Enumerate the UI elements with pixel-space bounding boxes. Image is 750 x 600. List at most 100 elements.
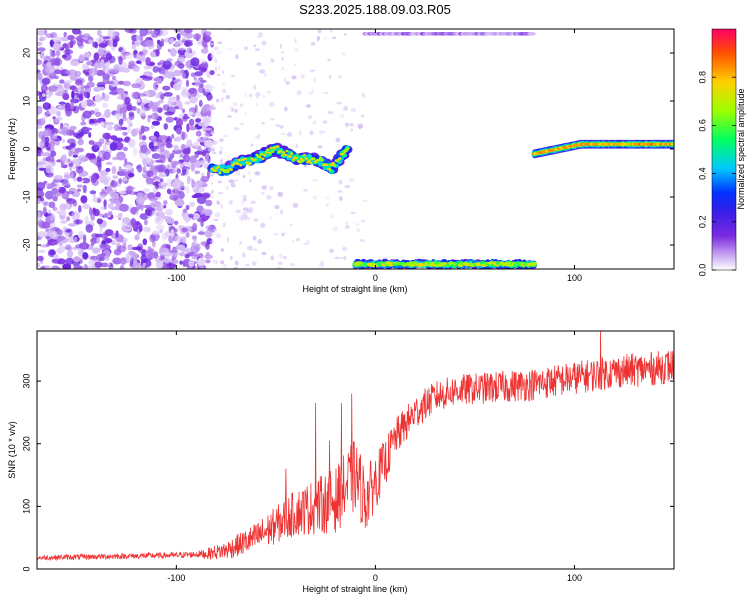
spectrogram-faint-blob (361, 93, 366, 98)
spectrogram-faint-blob (244, 92, 247, 97)
spectrogram-noise-blob (68, 187, 77, 192)
spectrogram-noise-blob (50, 52, 56, 58)
spectrogram-noise-blob (82, 184, 87, 194)
spectrogram-faint-blob (245, 263, 250, 267)
spectrogram-noise-blob (189, 155, 197, 164)
spectrogram-noise-blob (127, 124, 131, 134)
spectrogram-noise-blob (158, 172, 167, 178)
spectrogram-faint-blob (361, 114, 364, 118)
spectrogram-noise-blob (92, 41, 98, 48)
spectrogram-noise-blob (75, 166, 82, 170)
spectrogram-noise-blob (98, 151, 103, 158)
spectrogram-track-segment (325, 163, 329, 166)
spectrogram-noise-blob (115, 215, 123, 219)
spectrogram-faint-blob (312, 178, 318, 182)
spectrogram-faint-blob (303, 164, 308, 168)
spectrogram-faint-blob (265, 195, 272, 200)
spectrogram-faint-blob (251, 261, 257, 266)
spectrogram-noise-blob (177, 62, 185, 69)
spectrogram-faint-blob (210, 43, 215, 45)
spectrogram-faint-blob (338, 75, 342, 79)
spectrogram-faint-blob (285, 80, 291, 85)
spectrogram-faint-blob (223, 134, 229, 138)
spectrogram-noise-blob (145, 157, 152, 164)
spectrogram-noise-blob (118, 178, 123, 184)
spectrogram-noise-blob (170, 229, 175, 238)
spectrogram-noise-blob (51, 241, 59, 246)
spectrogram-noise-blob (197, 38, 203, 46)
spectrogram-noise-blob (174, 186, 179, 196)
spectrogram-noise-blob (52, 36, 62, 43)
spectrogram-noise-blob (117, 125, 124, 131)
spectrogram-noise-blob (85, 52, 91, 59)
spectrogram-faint-blob (332, 226, 338, 232)
spectrogram-noise-blob (195, 130, 202, 137)
spectrogram-y-label: Frequency (Hz) (7, 118, 17, 180)
spectrogram-noise-blob (142, 262, 147, 267)
x-tick-label: -100 (167, 273, 185, 283)
spectrogram-noise-blob (104, 229, 114, 237)
spectrogram-faint-blob (350, 211, 356, 215)
spectrogram-noise-blob (116, 245, 127, 253)
spectrogram-faint-blob (214, 212, 220, 218)
spectrogram-noise-blob (188, 126, 197, 131)
spectrogram-noise-blob (95, 69, 106, 76)
spectrogram-noise-blob (94, 94, 102, 103)
spectrogram-noise-blob (80, 249, 85, 254)
spectrogram-noise-blob (76, 184, 84, 188)
spectrogram-noise-blob (176, 33, 181, 40)
spectrogram-faint-blob (270, 255, 274, 261)
spectrogram-noise-blob (124, 29, 135, 33)
spectrogram-noise-blob (173, 220, 179, 225)
spectrogram-track-segment (269, 146, 273, 150)
spectrogram-noise-blob (146, 170, 154, 178)
spectrogram-noise-blob (190, 50, 197, 56)
spectrogram-faint-blob (279, 125, 284, 129)
spectrogram-noise-blob (70, 60, 79, 67)
spectrogram-faint-blob (220, 158, 226, 160)
spectrogram-noise-blob (165, 243, 171, 249)
spectrogram-noise-blob (111, 165, 117, 175)
spectrogram-faint-blob (219, 150, 223, 155)
spectrogram-noise-blob (37, 41, 43, 46)
spectrogram-faint-blob (261, 40, 267, 46)
spectrogram-noise-blob (200, 48, 209, 54)
spectrogram-noise-blob (105, 121, 115, 126)
spectrogram-faint-blob (278, 253, 283, 258)
spectrogram-faint-blob (210, 55, 215, 58)
spectrogram-noise-blob (70, 171, 74, 179)
spectrogram-faint-blob (212, 259, 216, 264)
spectrogram-track-segment (302, 153, 307, 157)
spectrogram-noise-blob (85, 99, 94, 107)
spectrogram-faint-blob (211, 174, 214, 177)
spectrogram-faint-blob (210, 86, 216, 89)
spectrogram-noise-blob (64, 102, 71, 111)
spectrogram-noise-blob (188, 118, 195, 127)
spectrogram-noise-blob (145, 57, 151, 66)
spectrogram-noise-blob (98, 43, 108, 48)
spectrogram-noise-blob (143, 192, 149, 201)
spectrogram-noise-blob (104, 238, 113, 244)
spectrogram-noise-blob (50, 150, 57, 157)
spectrogram-faint-blob (264, 73, 267, 77)
spectrogram-faint-blob (328, 74, 332, 80)
spectrogram-noise-blob (157, 141, 163, 147)
spectrogram-faint-blob (227, 115, 232, 119)
spectrogram-faint-blob (270, 58, 275, 63)
spectrogram-faint-blob (232, 102, 238, 107)
spectrogram-noise-blob (38, 161, 47, 165)
spectrogram-noise-blob (62, 263, 72, 269)
spectrogram-noise-blob (141, 259, 149, 263)
spectrogram-noise-blob (100, 121, 105, 127)
spectrogram-noise-blob (145, 177, 154, 185)
spectrogram-noise-blob (167, 99, 172, 106)
spectrogram-faint-blob (237, 210, 241, 213)
spectrogram-noise-blob (205, 225, 212, 230)
spectrogram-noise-blob (181, 86, 188, 93)
spectrogram-noise-blob (142, 158, 147, 166)
spectrogram-noise-blob (201, 193, 210, 199)
spectrogram-track-segment (226, 170, 230, 174)
spectrogram-noise-blob (161, 265, 170, 269)
spectrogram-track-segment (216, 165, 221, 168)
spectrogram-noise-blob (37, 72, 43, 81)
